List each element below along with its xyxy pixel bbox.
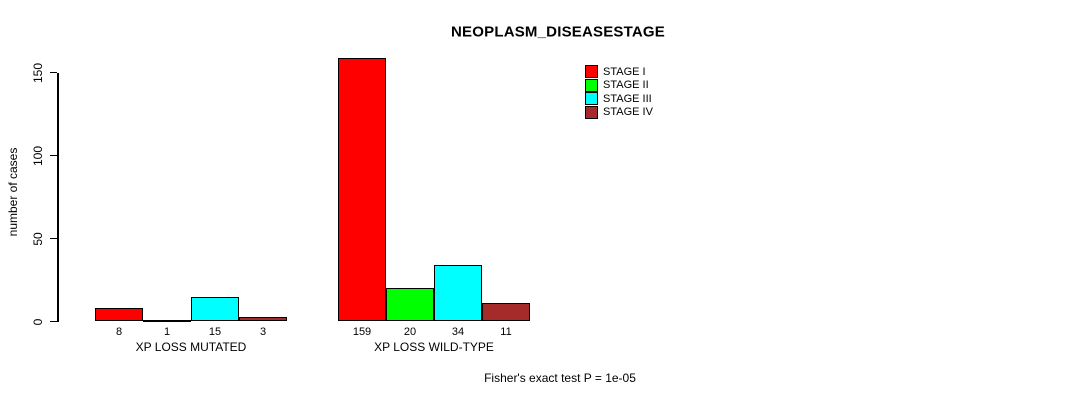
bar-value-label: 15: [208, 326, 222, 338]
bar-stage-iv-xp-loss-mutated: [239, 316, 287, 322]
y-axis-tick: [50, 154, 57, 157]
y-axis-tick-label: 50: [31, 231, 45, 246]
y-axis-tick: [50, 237, 57, 240]
y-axis-tick-label: 150: [31, 62, 45, 83]
bar-stage-i-xp-loss-wild-type: [338, 57, 386, 322]
bar-value-label: 34: [451, 326, 465, 338]
fisher-test-note: Fisher's exact test P = 1e-05: [484, 371, 636, 385]
legend-swatch-stage-ii: [585, 78, 598, 92]
bar-value-label: 11: [500, 326, 512, 338]
legend-item-label: STAGE IV: [603, 106, 653, 119]
bar-stage-iii-xp-loss-mutated: [191, 296, 239, 322]
bar-value-label: 159: [352, 326, 372, 338]
legend-item: STAGE IV: [585, 105, 653, 120]
bar-stage-ii-xp-loss-mutated: [143, 319, 191, 322]
legend-swatch-stage-iv: [585, 105, 598, 119]
bar-value-label: 20: [403, 326, 417, 338]
legend-item: STAGE III: [585, 92, 653, 106]
legend: STAGE I STAGE II STAGE III STAGE IV: [585, 65, 653, 119]
legend-item: STAGE II: [585, 78, 653, 93]
y-axis-tick: [50, 71, 57, 74]
y-axis-tick-label: 100: [31, 145, 45, 166]
y-axis-tick: [50, 320, 57, 323]
legend-item: STAGE I: [585, 65, 653, 79]
bar-value-label: 1: [163, 326, 171, 338]
category-label: XP LOSS WILD-TYPE: [374, 340, 494, 354]
legend-item-label: STAGE III: [603, 92, 652, 105]
legend-swatch-stage-i: [585, 65, 598, 79]
bar-stage-ii-xp-loss-wild-type: [386, 288, 434, 322]
bar-value-label: 3: [259, 326, 267, 338]
category-label: XP LOSS MUTATED: [135, 340, 247, 354]
legend-swatch-stage-iii: [585, 92, 598, 106]
legend-item-label: STAGE I: [603, 65, 646, 78]
bar-stage-iv-xp-loss-wild-type: [482, 303, 530, 322]
y-axis-tick-label: 0: [31, 318, 45, 325]
chart-title: NEOPLASM_DISEASESTAGE: [451, 23, 665, 41]
legend-item-label: STAGE II: [603, 79, 649, 92]
bar-value-label: 8: [115, 326, 123, 338]
bar-stage-i-xp-loss-mutated: [95, 308, 143, 322]
bar-stage-iii-xp-loss-wild-type: [434, 265, 482, 322]
y-axis-line: [57, 72, 59, 322]
